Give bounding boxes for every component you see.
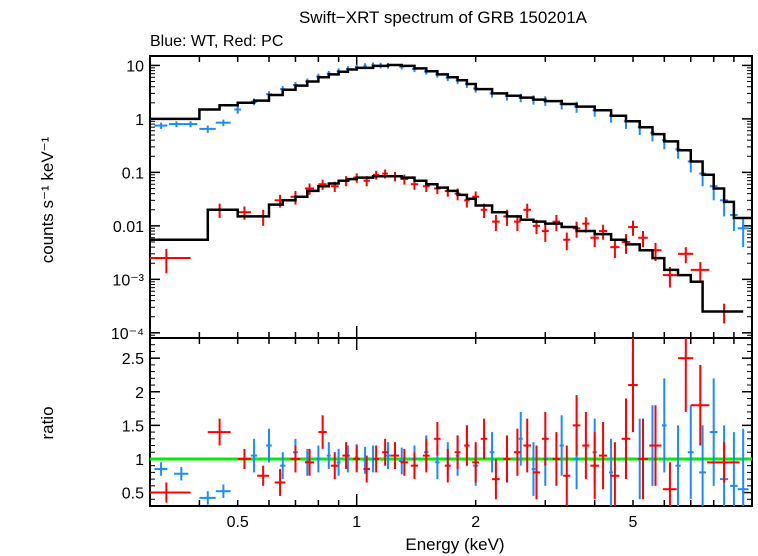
x-tick-label: 0.5: [227, 514, 249, 531]
x-tick-label: 2: [471, 514, 480, 531]
ratio-y-axis-label: ratio: [38, 406, 57, 439]
y-tick-label: 2: [135, 385, 144, 402]
model-line: [150, 63, 752, 220]
y-tick-label: 0.01: [113, 219, 144, 236]
spectrum-panel: 10 1 0.1 0.01 10⁻³ 10⁻⁴: [111, 55, 753, 343]
x-tick-label: 5: [629, 514, 638, 531]
model-line: [150, 174, 744, 313]
data-series: [150, 169, 740, 324]
y-tick-label: 1: [135, 452, 144, 469]
x-tick-label: 1: [352, 514, 361, 531]
y-tick-label: 0.5: [122, 486, 144, 503]
chart-subtitle: Blue: WT, Red: PC: [150, 33, 283, 50]
x-axis-label: Energy (keV): [405, 535, 504, 554]
y-tick-label: 10⁻⁴: [111, 326, 144, 343]
chart-title: Swift−XRT spectrum of GRB 150201A: [299, 8, 588, 27]
spectrum-y-axis-label: counts s⁻¹ keV⁻¹: [38, 136, 57, 263]
data-series: [154, 378, 749, 506]
data-series: [150, 338, 740, 506]
y-tick-label: 1.5: [122, 418, 144, 435]
plot-frame: [149, 55, 753, 339]
ratio-panel: 0.5 1 1.5 2 2.5 0.5 1 2 5: [122, 337, 753, 531]
plot-frame: [149, 337, 753, 507]
y-tick-label: 0.1: [122, 165, 144, 182]
y-tick-label: 2.5: [122, 351, 144, 368]
y-tick-label: 10⁻³: [112, 272, 144, 289]
y-tick-label: 10: [126, 58, 144, 75]
y-tick-label: 1: [135, 112, 144, 129]
